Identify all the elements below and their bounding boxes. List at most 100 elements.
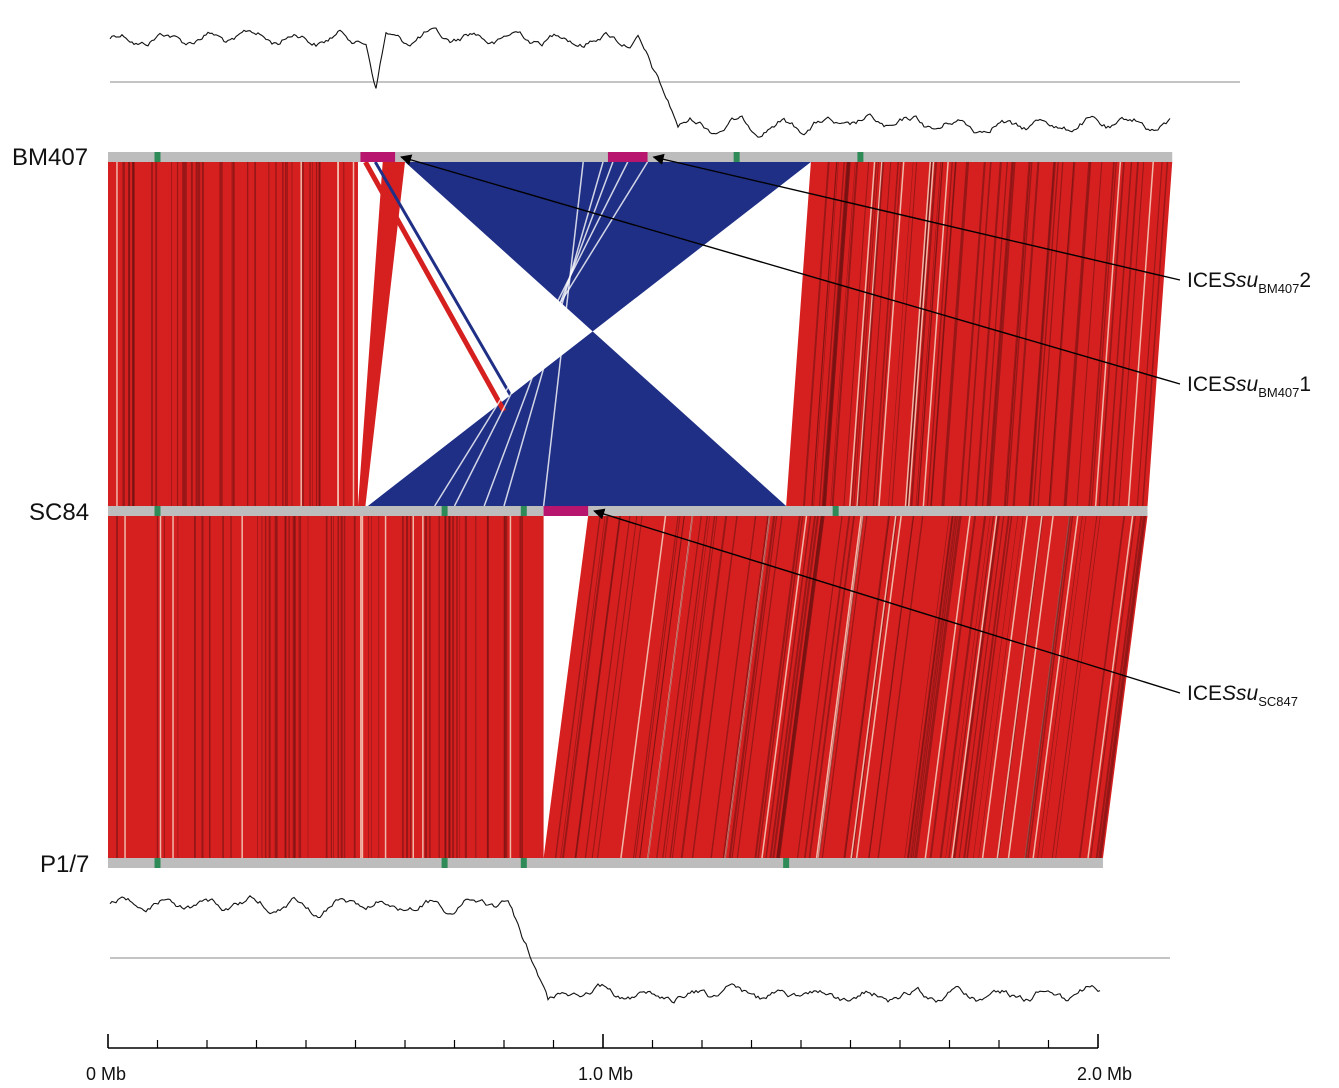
marker-p17 — [520, 858, 527, 868]
match-stripe — [639, 515, 685, 859]
match-stripe — [722, 515, 769, 859]
backbone-p17 — [108, 858, 1103, 868]
axis-label-1: 1.0 Mb — [578, 1064, 634, 1084]
match-stripe — [981, 161, 1008, 507]
marker-p17 — [441, 858, 448, 868]
match-stripe — [975, 161, 1002, 507]
match-stripe — [888, 161, 914, 507]
match-stripe — [584, 515, 631, 859]
match-stripe — [815, 515, 862, 859]
match-bm407-sc84-left — [108, 162, 358, 506]
match-stripe — [926, 161, 953, 507]
match-stripe — [996, 515, 1043, 859]
match-stripe — [632, 515, 679, 859]
match-stripe — [891, 161, 918, 507]
marker-p17 — [783, 858, 790, 868]
match-stripe — [656, 515, 702, 859]
marker-bm407 — [733, 152, 740, 162]
match-stripe — [647, 515, 694, 859]
match-stripe — [953, 515, 1001, 859]
match-stripe — [915, 161, 942, 507]
match-stripe — [855, 515, 902, 859]
match-stripe — [1090, 515, 1136, 859]
match-stripe — [910, 161, 938, 507]
marker-sc84 — [520, 506, 527, 516]
match-stripe — [669, 515, 716, 859]
match-stripe — [1037, 515, 1083, 859]
match-stripe — [1051, 515, 1098, 859]
match-stripe — [1041, 515, 1087, 859]
gc-top-trace — [109, 27, 1171, 138]
marker-bm407 — [857, 152, 864, 162]
match-stripe — [843, 161, 870, 507]
genome-label-p17: P1/7 — [40, 851, 90, 878]
genome-label-bm407: BM407 — [12, 144, 89, 171]
match-stripe — [849, 161, 876, 507]
match-stripe — [811, 161, 838, 507]
match-stripe — [941, 161, 968, 507]
match-stripe — [831, 161, 859, 507]
callout-arrow-2 — [593, 508, 1181, 694]
match-stripe — [986, 161, 1014, 507]
match-sc84-p17-right — [543, 516, 1148, 858]
match-stripe — [1003, 161, 1030, 507]
match-stripe — [1007, 515, 1054, 859]
genome-label-sc84: SC84 — [29, 499, 90, 526]
marker-sc84 — [441, 506, 448, 516]
match-stripe — [929, 515, 977, 859]
match-gap-line — [483, 161, 614, 507]
match-stripe — [972, 515, 1019, 859]
match-stripe — [856, 161, 883, 507]
match-stripe — [912, 515, 959, 859]
match-stripe — [958, 515, 1005, 859]
match-stripe — [1032, 161, 1059, 507]
match-stripe — [914, 515, 961, 859]
match-stripe — [1094, 161, 1122, 507]
match-stripe — [851, 161, 877, 507]
match-stripe — [910, 515, 957, 859]
match-stripe — [1048, 161, 1075, 507]
match-stripe — [1032, 515, 1079, 859]
match-stripe — [724, 515, 771, 859]
genome-tracks — [108, 152, 1173, 868]
match-stripe — [1098, 515, 1145, 859]
match-stripe — [772, 515, 819, 859]
match-bm407-sc84-inverted — [367, 162, 811, 506]
match-stripe — [872, 161, 899, 507]
match-stripe — [958, 161, 986, 507]
match-stripe — [851, 515, 898, 859]
match-stripe — [877, 515, 924, 859]
match-stripe — [731, 515, 778, 859]
match-stripe — [948, 515, 995, 859]
match-stripe — [1090, 161, 1117, 507]
match-stripe — [824, 161, 851, 507]
match-stripe — [1076, 161, 1103, 507]
match-stripe — [904, 161, 932, 507]
element-label-sc84: ICESsuSC847 — [1187, 682, 1298, 710]
match-stripe — [1112, 161, 1139, 507]
marker-p17 — [154, 858, 161, 868]
match-stripe — [574, 515, 621, 859]
match-stripe — [875, 161, 902, 507]
match-stripe — [1065, 161, 1092, 507]
match-stripe — [808, 515, 855, 859]
backbone-sc84 — [108, 506, 1148, 516]
match-stripe — [1118, 161, 1145, 507]
match-stripe — [981, 515, 1028, 859]
match-stripe — [942, 161, 970, 507]
match-stripe — [796, 515, 843, 859]
match-stripe — [1141, 161, 1169, 507]
match-stripe — [939, 515, 987, 859]
match-stripe — [778, 515, 825, 859]
element-label-bm407-1: ICESsuBM4071 — [1187, 373, 1312, 401]
match-stripe — [989, 161, 1016, 507]
match-stripe — [818, 515, 865, 859]
match-stripe — [662, 515, 708, 859]
match-stripe — [821, 161, 849, 507]
match-stripe — [620, 515, 667, 859]
synteny-matches — [108, 160, 1173, 859]
match-stripe — [1063, 161, 1091, 507]
match-stripe — [909, 515, 955, 859]
match-gap-line — [503, 161, 604, 507]
